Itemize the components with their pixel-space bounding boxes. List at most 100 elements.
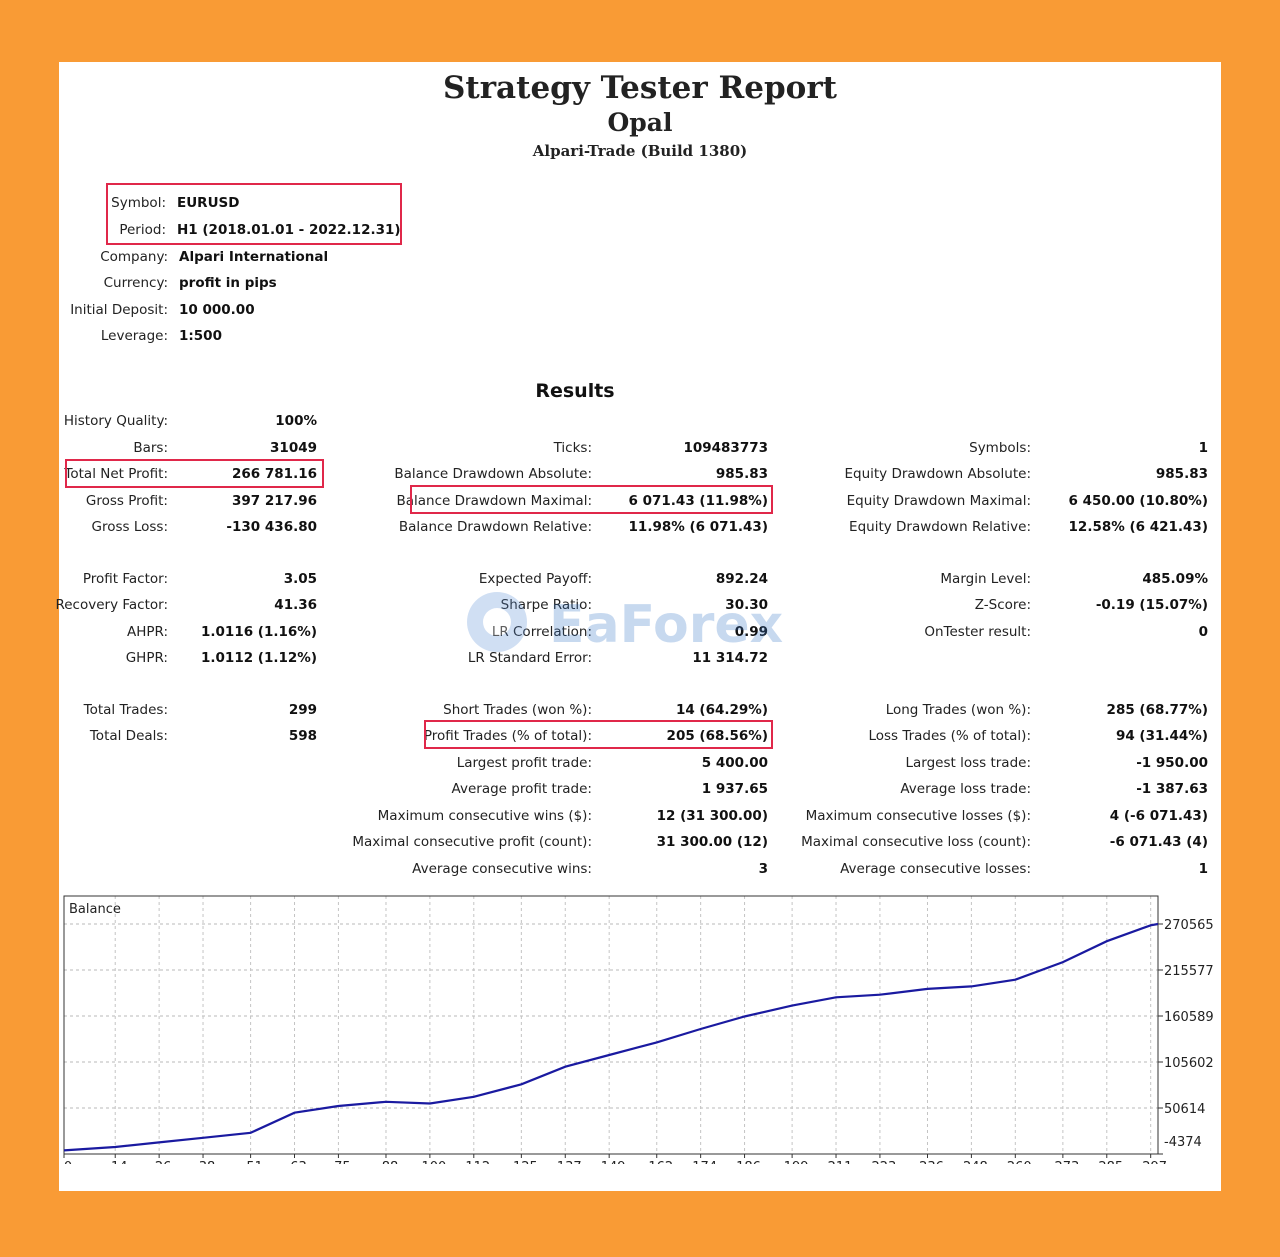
results-heading: Results	[535, 380, 615, 402]
total-deals-value: 598	[288, 728, 317, 744]
symbol-label: Symbol:	[111, 195, 166, 211]
sharpe-ratio-value: 30.30	[725, 597, 768, 613]
x-tick-label: 162	[648, 1160, 673, 1164]
short-trades-label: Short Trades (won %):	[443, 702, 592, 718]
x-tick-label: 137	[557, 1160, 582, 1164]
loss-trades-label: Loss Trades (% of total):	[868, 728, 1031, 744]
ontester-result-value: 0	[1198, 624, 1208, 640]
balance-dd-absolute-label: Balance Drawdown Absolute:	[394, 466, 592, 482]
expected-payoff-label: Expected Payoff:	[478, 571, 592, 587]
eaforex-watermark-logo: EaForex	[467, 592, 783, 655]
bars-label: Bars:	[133, 440, 168, 456]
x-tick-label: 149	[601, 1160, 626, 1164]
y-tick-label: 105602	[1164, 1056, 1214, 1071]
currency-value: profit in pips	[179, 275, 277, 291]
long-trades-label: Long Trades (won %):	[885, 702, 1031, 718]
symbol-value: EURUSD	[177, 195, 240, 211]
equity-dd-absolute-value: 985.83	[1155, 466, 1208, 482]
total-trades-label: Total Trades:	[83, 702, 168, 718]
chart-title: Balance	[69, 902, 121, 917]
balance-line	[63, 922, 1159, 1152]
average-loss-trade-value: -1 387.63	[1136, 781, 1208, 797]
bars-value: 31049	[270, 440, 317, 456]
y-axis-ticks: 270565 215577 160589 105602 50614 -4374	[1158, 918, 1214, 1155]
y-tick-label: 215577	[1164, 964, 1214, 979]
x-tick-label: 75	[334, 1160, 351, 1164]
balance-dd-maximal-label: Balance Drawdown Maximal:	[396, 493, 593, 509]
gross-loss-label: Gross Loss:	[91, 519, 169, 535]
history-quality-value: 100%	[275, 413, 317, 429]
x-tick-label: 51	[246, 1160, 263, 1164]
x-tick-label: 14	[111, 1160, 128, 1164]
x-tick-label: 0	[64, 1160, 72, 1164]
x-tick-label: 211	[828, 1160, 853, 1164]
average-consecutive-wins-value: 3	[758, 861, 768, 877]
x-tick-label: 26	[155, 1160, 172, 1164]
balance-dd-relative-value: 11.98% (6 071.43)	[628, 519, 768, 535]
profit-trades-label: Profit Trades (% of total):	[423, 728, 592, 744]
average-loss-trade-label: Average loss trade:	[900, 781, 1031, 797]
x-tick-label: 125	[513, 1160, 538, 1164]
x-tick-label: 38	[199, 1160, 216, 1164]
z-score-label: Z-Score:	[974, 597, 1031, 613]
largest-profit-trade-value: 5 400.00	[701, 755, 768, 771]
margin-level-label: Margin Level:	[940, 571, 1031, 587]
loss-trades-value: 94 (31.44%)	[1115, 728, 1208, 744]
recovery-factor-label: Recovery Factor:	[55, 597, 168, 613]
x-tick-label: 236	[919, 1160, 944, 1164]
x-tick-label: 112	[465, 1160, 490, 1164]
x-tick-label: 63	[290, 1160, 307, 1164]
period-label: Period:	[119, 222, 166, 238]
x-tick-label: 100	[421, 1160, 446, 1164]
currency-label: Currency:	[103, 275, 168, 291]
y-tick-label: 270565	[1164, 918, 1214, 933]
total-trades-value: 299	[288, 702, 317, 718]
equity-dd-maximal-label: Equity Drawdown Maximal:	[846, 493, 1031, 509]
average-consecutive-losses-value: 1	[1198, 861, 1208, 877]
company-value: Alpari International	[179, 249, 329, 265]
lr-standard-error-label: LR Standard Error:	[467, 650, 592, 666]
gross-loss-value: -130 436.80	[226, 519, 317, 535]
balance-dd-absolute-value: 985.83	[715, 466, 768, 482]
profit-factor-label: Profit Factor:	[82, 571, 168, 587]
y-tick-label: 50614	[1164, 1102, 1205, 1117]
max-consecutive-wins-value: 12 (31 300.00)	[656, 808, 768, 824]
recovery-factor-value: 41.36	[274, 597, 317, 613]
ontester-result-label: OnTester result:	[924, 624, 1031, 640]
gross-profit-label: Gross Profit:	[85, 493, 168, 509]
maximal-consecutive-profit-label: Maximal consecutive profit (count):	[352, 834, 592, 850]
largest-profit-trade-label: Largest profit trade:	[456, 755, 592, 771]
y-tick-label: 160589	[1164, 1010, 1214, 1025]
x-tick-label: 273	[1054, 1160, 1079, 1164]
company-label: Company:	[100, 249, 168, 265]
expert-name: Opal	[607, 108, 673, 137]
largest-loss-trade-label: Largest loss trade:	[905, 755, 1031, 771]
average-consecutive-losses-label: Average consecutive losses:	[840, 861, 1031, 877]
x-tick-label: 248	[963, 1160, 988, 1164]
total-net-profit-label: Total Net Profit:	[64, 466, 168, 482]
x-axis-ticks: 0 14 26 38 51 63 75 88 100 112 125 137 149 162 174 186 1…	[63, 1154, 1167, 1164]
x-tick-label: 199	[784, 1160, 809, 1164]
gross-profit-value: 397 217.96	[232, 493, 317, 509]
average-profit-trade-value: 1 937.65	[701, 781, 768, 797]
maximal-consecutive-profit-value: 31 300.00 (12)	[656, 834, 768, 850]
total-net-profit-highlight	[65, 459, 324, 488]
equity-dd-absolute-label: Equity Drawdown Absolute:	[844, 466, 1031, 482]
symbols-label: Symbols:	[969, 440, 1031, 456]
ghpr-value: 1.0112 (1.12%)	[201, 650, 317, 666]
x-tick-label: 174	[692, 1160, 717, 1164]
total-net-profit-value: 266 781.16	[232, 466, 317, 482]
report-card: Strategy Tester Report Opal Alpari-Trade…	[55, 62, 1221, 1191]
sharpe-ratio-label: Sharpe Ratio:	[500, 597, 592, 613]
balance-dd-relative-label: Balance Drawdown Relative:	[398, 519, 592, 535]
ticks-label: Ticks:	[553, 440, 592, 456]
period-value: H1 (2018.01.01 - 2022.12.31)	[177, 222, 401, 238]
history-quality-label: History Quality:	[63, 413, 168, 429]
max-consecutive-losses-label: Maximum consecutive losses ($):	[805, 808, 1031, 824]
ticks-value: 109483773	[683, 440, 768, 456]
symbol-period-highlight	[106, 183, 402, 245]
maximal-consecutive-loss-value: -6 071.43 (4)	[1109, 834, 1208, 850]
max-consecutive-wins-label: Maximum consecutive wins ($):	[377, 808, 592, 824]
plot-frame	[63, 895, 1159, 1155]
ghpr-label: GHPR:	[125, 650, 168, 666]
